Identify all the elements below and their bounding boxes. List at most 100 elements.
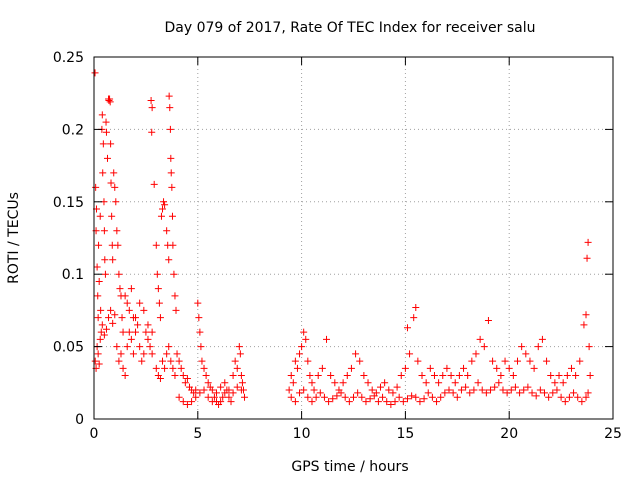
data-point <box>316 389 324 397</box>
data-point <box>194 299 202 307</box>
data-point <box>129 314 137 322</box>
data-point <box>310 386 318 394</box>
data-point <box>109 319 117 327</box>
data-point <box>116 285 124 293</box>
data-point <box>161 201 169 209</box>
data-point <box>287 393 295 401</box>
data-point <box>447 372 455 380</box>
data-point <box>113 343 121 351</box>
data-point <box>210 393 218 401</box>
data-point <box>156 314 164 322</box>
data-point <box>285 386 293 394</box>
data-point <box>576 357 584 365</box>
data-point <box>101 256 109 264</box>
data-point <box>114 241 122 249</box>
data-point <box>298 343 306 351</box>
data-point <box>397 372 405 380</box>
data-point <box>108 212 116 220</box>
data-point <box>173 350 181 358</box>
data-point <box>420 395 428 403</box>
data-point <box>296 350 304 358</box>
data-point <box>474 379 482 387</box>
x-tick-label: 15 <box>396 426 414 442</box>
data-point <box>426 364 434 372</box>
data-point <box>237 372 245 380</box>
data-point <box>522 350 530 358</box>
data-point <box>451 379 459 387</box>
data-point <box>152 364 160 372</box>
data-point <box>583 254 591 262</box>
data-point <box>443 364 451 372</box>
data-point <box>227 398 235 406</box>
data-point <box>119 328 127 336</box>
data-point <box>563 372 571 380</box>
data-point <box>140 350 148 358</box>
data-point <box>339 379 347 387</box>
data-point <box>466 389 474 397</box>
data-point <box>441 389 449 397</box>
data-point <box>491 383 499 391</box>
data-point <box>110 169 118 177</box>
data-point <box>327 372 335 380</box>
data-point <box>152 241 160 249</box>
data-point <box>200 364 208 372</box>
data-point <box>212 389 220 397</box>
plot-frame <box>93 56 614 420</box>
data-point <box>567 364 575 372</box>
data-point <box>157 212 165 220</box>
data-point <box>300 386 308 394</box>
x-tick-label: 0 <box>90 426 99 442</box>
data-point <box>159 357 167 365</box>
data-point <box>146 343 154 351</box>
data-point <box>406 350 414 358</box>
data-point <box>320 393 328 401</box>
data-point <box>418 372 426 380</box>
data-point <box>166 104 174 112</box>
data-point <box>197 343 205 351</box>
data-point <box>460 364 468 372</box>
data-point <box>505 364 513 372</box>
data-point <box>408 392 416 400</box>
data-point <box>499 386 507 394</box>
chart-title: Day 079 of 2017, Rate Of TEC Index for r… <box>164 20 535 36</box>
x-tick-label: 20 <box>500 426 518 442</box>
data-point <box>323 335 331 343</box>
data-point <box>177 364 185 372</box>
data-point <box>585 343 593 351</box>
data-point <box>526 357 534 365</box>
y-tick-label: 0.05 <box>53 340 84 356</box>
data-point <box>233 364 241 372</box>
data-point <box>549 389 557 397</box>
data-point <box>291 357 299 365</box>
data-point <box>312 393 320 401</box>
data-point <box>169 364 177 372</box>
data-point <box>179 372 187 380</box>
data-point <box>559 379 567 387</box>
data-point <box>112 198 120 206</box>
data-point <box>196 389 204 397</box>
data-point <box>97 306 105 314</box>
data-point <box>302 335 310 343</box>
data-point <box>219 393 227 401</box>
data-point <box>387 401 395 409</box>
data-point <box>468 357 476 365</box>
data-point <box>156 374 164 382</box>
data-point <box>161 364 169 372</box>
data-point <box>362 398 370 406</box>
data-point <box>204 393 212 401</box>
data-point <box>553 386 561 394</box>
data-point <box>111 311 119 319</box>
data-point <box>188 398 196 406</box>
data-point <box>192 386 200 394</box>
data-point <box>561 398 569 406</box>
data-point <box>503 389 511 397</box>
data-point <box>343 372 351 380</box>
data-point <box>325 398 333 406</box>
data-point <box>379 393 387 401</box>
data-point <box>410 314 418 322</box>
data-point <box>91 69 99 77</box>
data-point <box>168 212 176 220</box>
data-point <box>354 389 362 397</box>
data-point <box>289 379 297 387</box>
